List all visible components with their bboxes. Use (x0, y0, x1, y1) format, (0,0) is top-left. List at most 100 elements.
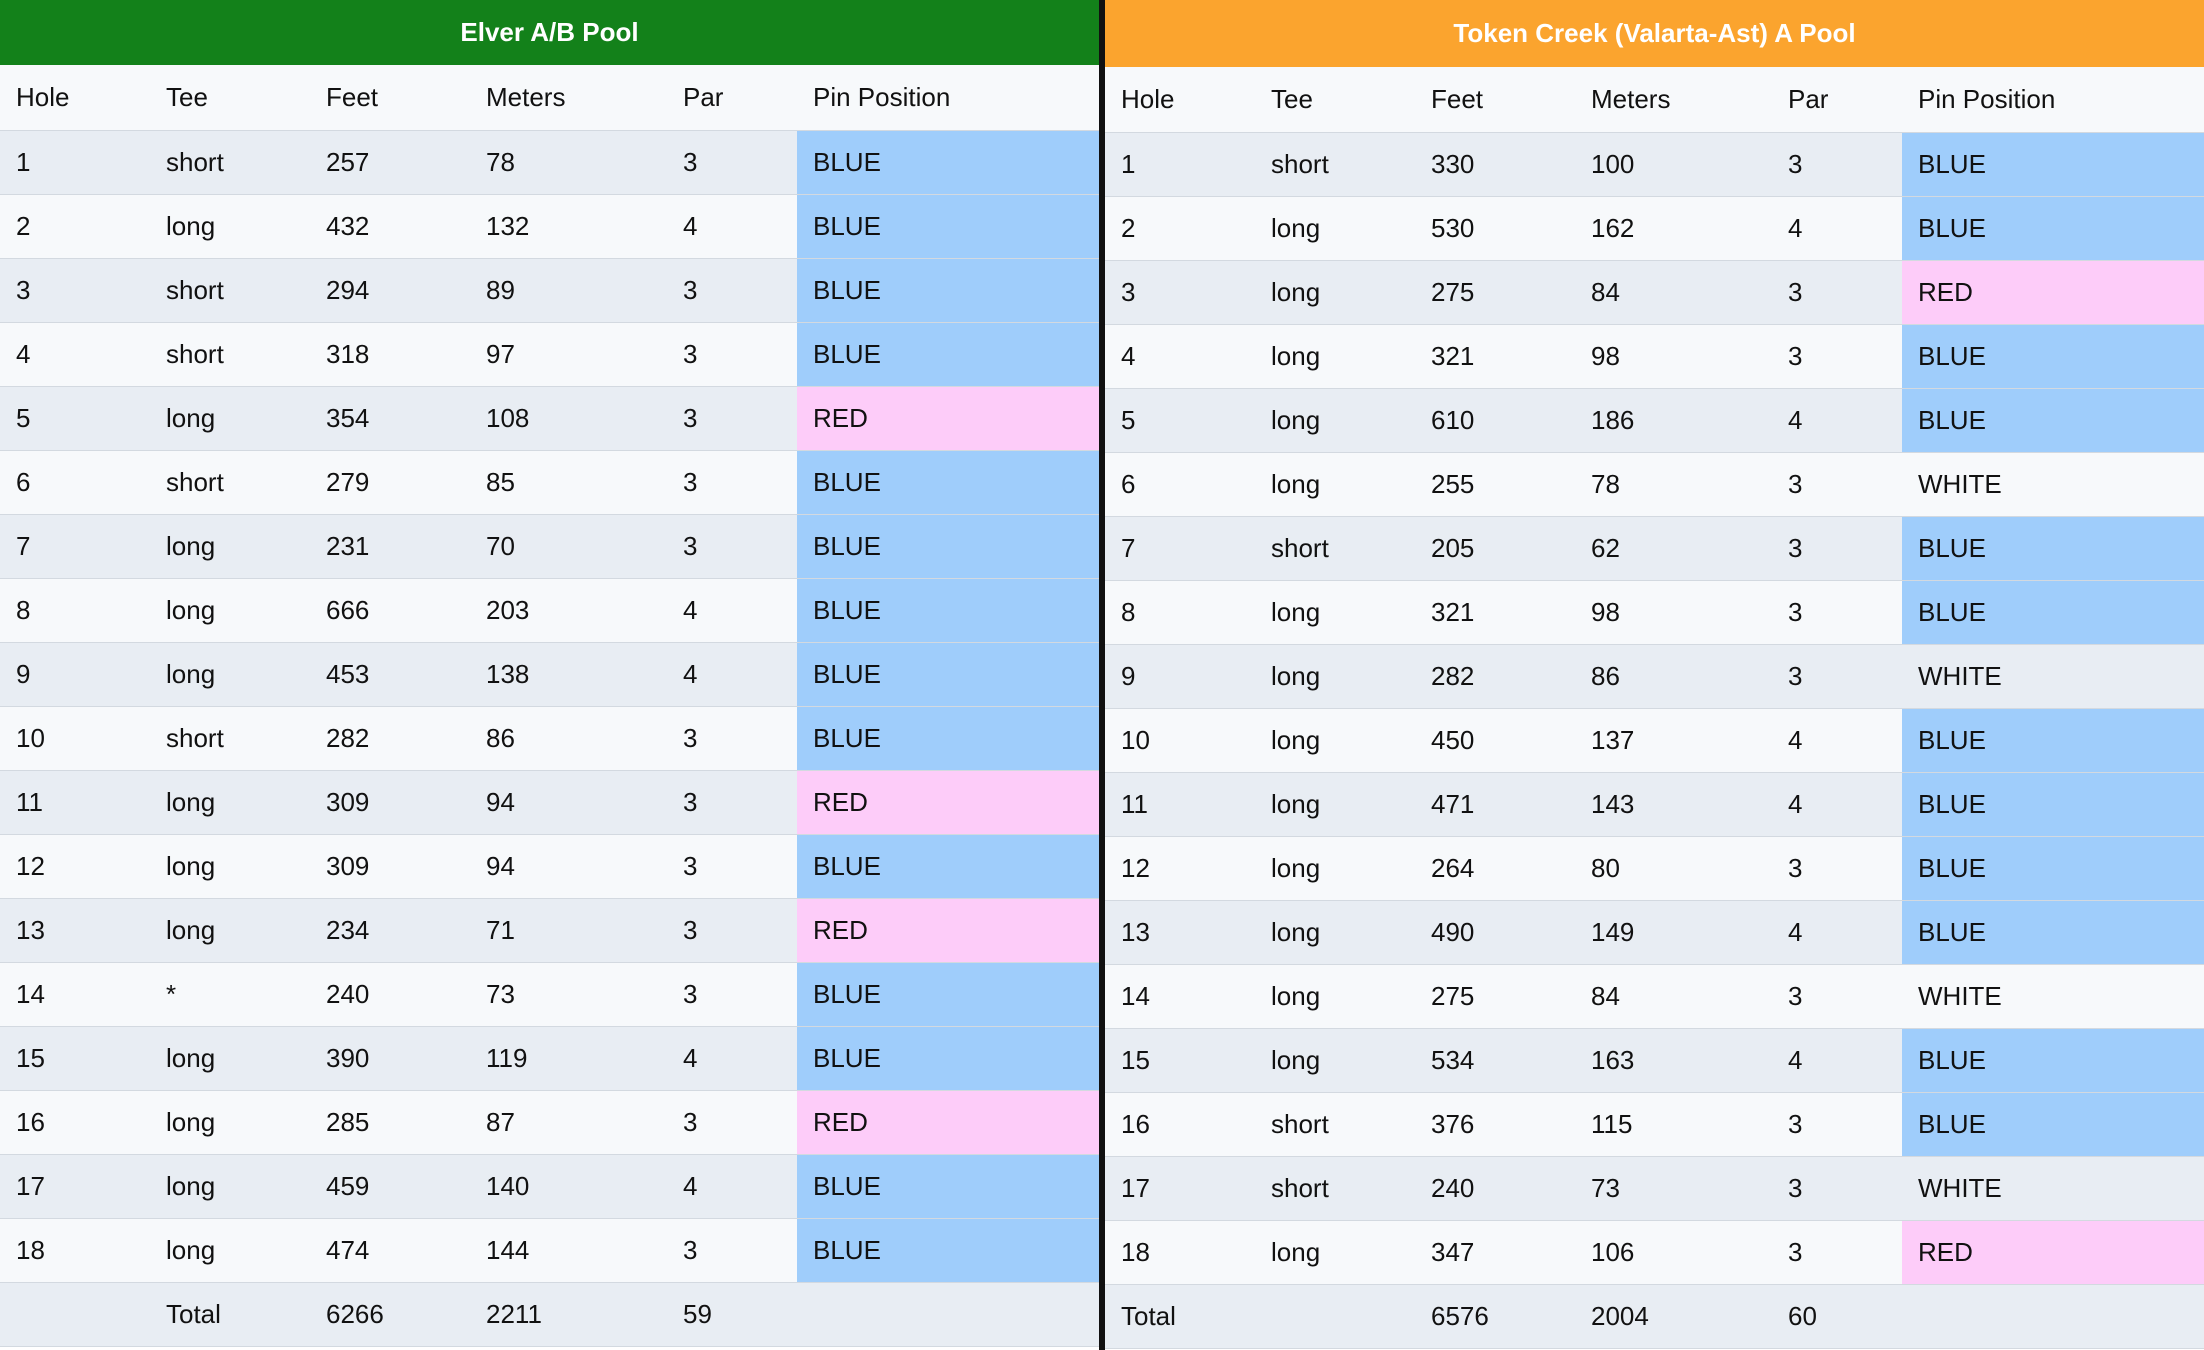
column-header-tee: Tee (1271, 84, 1313, 114)
hole-cell: 6 (1121, 469, 1136, 499)
par-cell: 3 (1788, 277, 1803, 307)
meters-cell: 115 (1591, 1109, 1633, 1139)
pin-position-cell: BLUE (797, 1027, 1099, 1090)
par-cell: 3 (683, 339, 698, 369)
par-cell: 3 (683, 275, 698, 305)
meters-cell: 108 (486, 403, 530, 433)
table-row: 2 long 530 162 4 BLUE (1105, 197, 2204, 261)
hole-cell: 17 (1121, 1173, 1150, 1203)
hole-cell: 15 (1121, 1045, 1150, 1075)
feet-cell: 321 (1431, 597, 1475, 627)
table-row: 1 short 330 100 3 BLUE (1105, 133, 2204, 197)
tee-cell: long (166, 531, 216, 561)
pin-position-cell: BLUE (1902, 1029, 2204, 1092)
total-meters-cell: 2004 (1591, 1301, 1649, 1331)
tee-cell: short (1271, 149, 1329, 179)
hole-cell: 16 (16, 1107, 45, 1137)
tee-cell: long (1271, 981, 1321, 1011)
par-cell: 3 (1788, 533, 1803, 563)
feet-cell: 264 (1431, 853, 1475, 883)
pin-position-cell: BLUE (797, 963, 1099, 1026)
feet-cell: 450 (1431, 725, 1475, 755)
feet-cell: 234 (326, 915, 370, 945)
feet-cell: 376 (1431, 1109, 1475, 1139)
par-cell: 3 (1788, 149, 1803, 179)
pin-position-cell: BLUE (797, 131, 1099, 194)
table-row: 14 long 275 84 3 WHITE (1105, 965, 2204, 1029)
total-tee-cell (1255, 1285, 1415, 1348)
hole-cell: 15 (16, 1043, 45, 1073)
meters-cell: 71 (486, 915, 515, 945)
pin-position-cell: BLUE (797, 1219, 1099, 1282)
tee-cell: long (1271, 853, 1321, 883)
hole-cell: 8 (1121, 597, 1136, 627)
feet-cell: 490 (1431, 917, 1475, 947)
par-cell: 3 (1788, 1237, 1803, 1267)
tee-cell: short (1271, 1173, 1329, 1203)
par-cell: 3 (683, 467, 698, 497)
pin-position-cell: BLUE (797, 707, 1099, 770)
pin-position-cell: BLUE (1902, 197, 2204, 260)
feet-cell: 309 (326, 787, 370, 817)
pin-position-cell: BLUE (1902, 1093, 2204, 1156)
table-row: 3 short 294 89 3 BLUE (0, 259, 1099, 323)
table-row: 1 short 257 78 3 BLUE (0, 131, 1099, 195)
par-cell: 3 (1788, 981, 1803, 1011)
column-header-feet: Feet (1431, 84, 1484, 114)
feet-cell: 240 (326, 979, 370, 1009)
total-pin-position-cell (797, 1283, 1099, 1346)
meters-cell: 163 (1591, 1045, 1635, 1075)
hole-cell: 3 (16, 275, 31, 305)
par-cell: 3 (683, 403, 698, 433)
pin-position-cell: WHITE (1918, 981, 2002, 1011)
par-cell: 3 (1788, 469, 1803, 499)
tee-cell: long (166, 211, 216, 241)
tee-cell: long (166, 1043, 216, 1073)
pin-position-cell: RED (797, 1091, 1099, 1154)
meters-cell: 137 (1591, 725, 1635, 755)
feet-cell: 347 (1431, 1237, 1475, 1267)
pin-position-cell: RED (1902, 261, 2204, 324)
tee-cell: short (166, 467, 224, 497)
par-cell: 4 (1788, 725, 1803, 755)
table-row: 15 long 534 163 4 BLUE (1105, 1029, 2204, 1093)
hole-cell: 7 (1121, 533, 1136, 563)
table-row: 11 long 471 143 4 BLUE (1105, 773, 2204, 837)
meters-cell: 62 (1591, 533, 1620, 563)
par-cell: 3 (683, 147, 698, 177)
table-row: 5 long 610 186 4 BLUE (1105, 389, 2204, 453)
par-cell: 4 (683, 659, 698, 689)
meters-cell: 73 (1591, 1173, 1620, 1203)
feet-cell: 474 (326, 1235, 370, 1265)
meters-cell: 87 (486, 1107, 515, 1137)
par-cell: 3 (683, 723, 698, 753)
feet-cell: 432 (326, 211, 370, 241)
table-row: 15 long 390 119 4 BLUE (0, 1027, 1099, 1091)
hole-cell: 8 (16, 595, 31, 625)
tee-cell: long (1271, 405, 1321, 435)
tee-cell: long (1271, 597, 1321, 627)
tee-cell: short (166, 147, 224, 177)
hole-cell: 1 (1121, 149, 1136, 179)
column-header-pin-position: Pin Position (813, 82, 951, 112)
pin-position-cell: BLUE (1902, 773, 2204, 836)
table-row: 7 long 231 70 3 BLUE (0, 515, 1099, 579)
feet-cell: 534 (1431, 1045, 1475, 1075)
hole-cell: 17 (16, 1171, 45, 1201)
hole-cell: 12 (16, 851, 45, 881)
total-row: Total 6266 2211 59 (0, 1283, 1099, 1347)
feet-cell: 330 (1431, 149, 1475, 179)
feet-cell: 354 (326, 403, 370, 433)
meters-cell: 86 (1591, 661, 1620, 691)
hole-cell: 14 (16, 979, 45, 1009)
column-header-par: Par (683, 82, 724, 112)
par-cell: 3 (683, 979, 698, 1009)
par-cell: 4 (1788, 917, 1803, 947)
meters-cell: 149 (1591, 917, 1635, 947)
table-row: 4 long 321 98 3 BLUE (1105, 325, 2204, 389)
tee-cell: short (166, 339, 224, 369)
tee-cell: long (166, 1107, 216, 1137)
total-pin-position-cell (1902, 1285, 2204, 1348)
hole-cell: 5 (1121, 405, 1136, 435)
total-par-cell: 60 (1788, 1301, 1817, 1331)
